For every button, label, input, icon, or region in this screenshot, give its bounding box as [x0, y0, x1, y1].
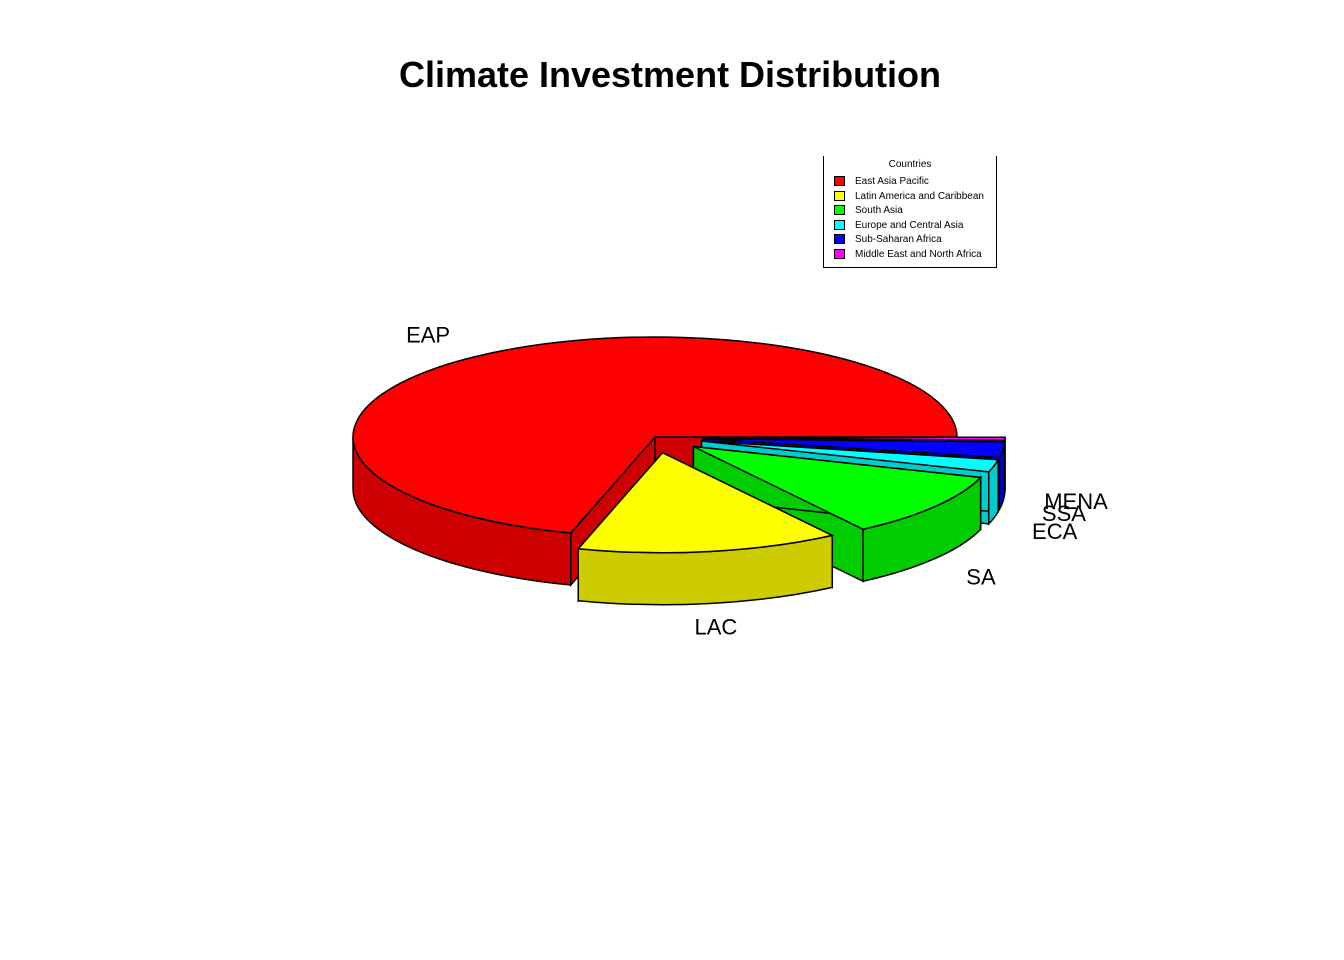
chart-title: Climate Investment Distribution: [398, 54, 942, 95]
slice-label-mena: MENA: [1044, 489, 1108, 514]
legend-swatch: [834, 249, 845, 259]
pie-slice-lac: [576, 450, 835, 606]
legend-item: East Asia Pacific: [834, 174, 929, 188]
legend-label: East Asia Pacific: [855, 175, 929, 187]
legend-label: Sub-Saharan Africa: [855, 233, 942, 245]
slice-top-face: [701, 440, 1000, 473]
slice-top-face: [693, 445, 983, 531]
legend-label: Middle East and North Africa: [855, 248, 982, 260]
legend-swatch: [834, 205, 845, 215]
slice-top-face: [702, 437, 1006, 459]
slice-top-face: [576, 451, 835, 554]
legend-title: Countries: [888, 159, 932, 170]
slice-top-face: [352, 336, 958, 534]
slice-label-eca: ECA: [1032, 519, 1078, 544]
slice-label-ssa: SSA: [1042, 501, 1086, 526]
slice-label-sa: SA: [966, 564, 996, 589]
slice-label-lac: LAC: [694, 614, 737, 639]
legend-label: South Asia: [855, 204, 903, 216]
legend-item: Sub-Saharan Africa: [834, 232, 942, 246]
slice-top-face: [702, 436, 1006, 442]
legend-label: Europe and Central Asia: [855, 219, 964, 231]
legend-swatch: [834, 220, 845, 230]
legend-item: South Asia: [834, 203, 903, 217]
slice-label-eap: EAP: [406, 323, 450, 348]
pie-slices: [352, 336, 1006, 606]
legend-swatch: [834, 191, 845, 201]
legend-swatch: [834, 176, 845, 186]
legend-item: Latin America and Caribbean: [834, 189, 984, 203]
legend-item: Middle East and North Africa: [834, 247, 982, 261]
legend-item: Europe and Central Asia: [834, 218, 963, 232]
legend-label: Latin America and Caribbean: [855, 190, 984, 202]
legend-swatch: [834, 234, 845, 244]
legend: Countries East Asia Pacific Latin Americ…: [823, 156, 997, 268]
